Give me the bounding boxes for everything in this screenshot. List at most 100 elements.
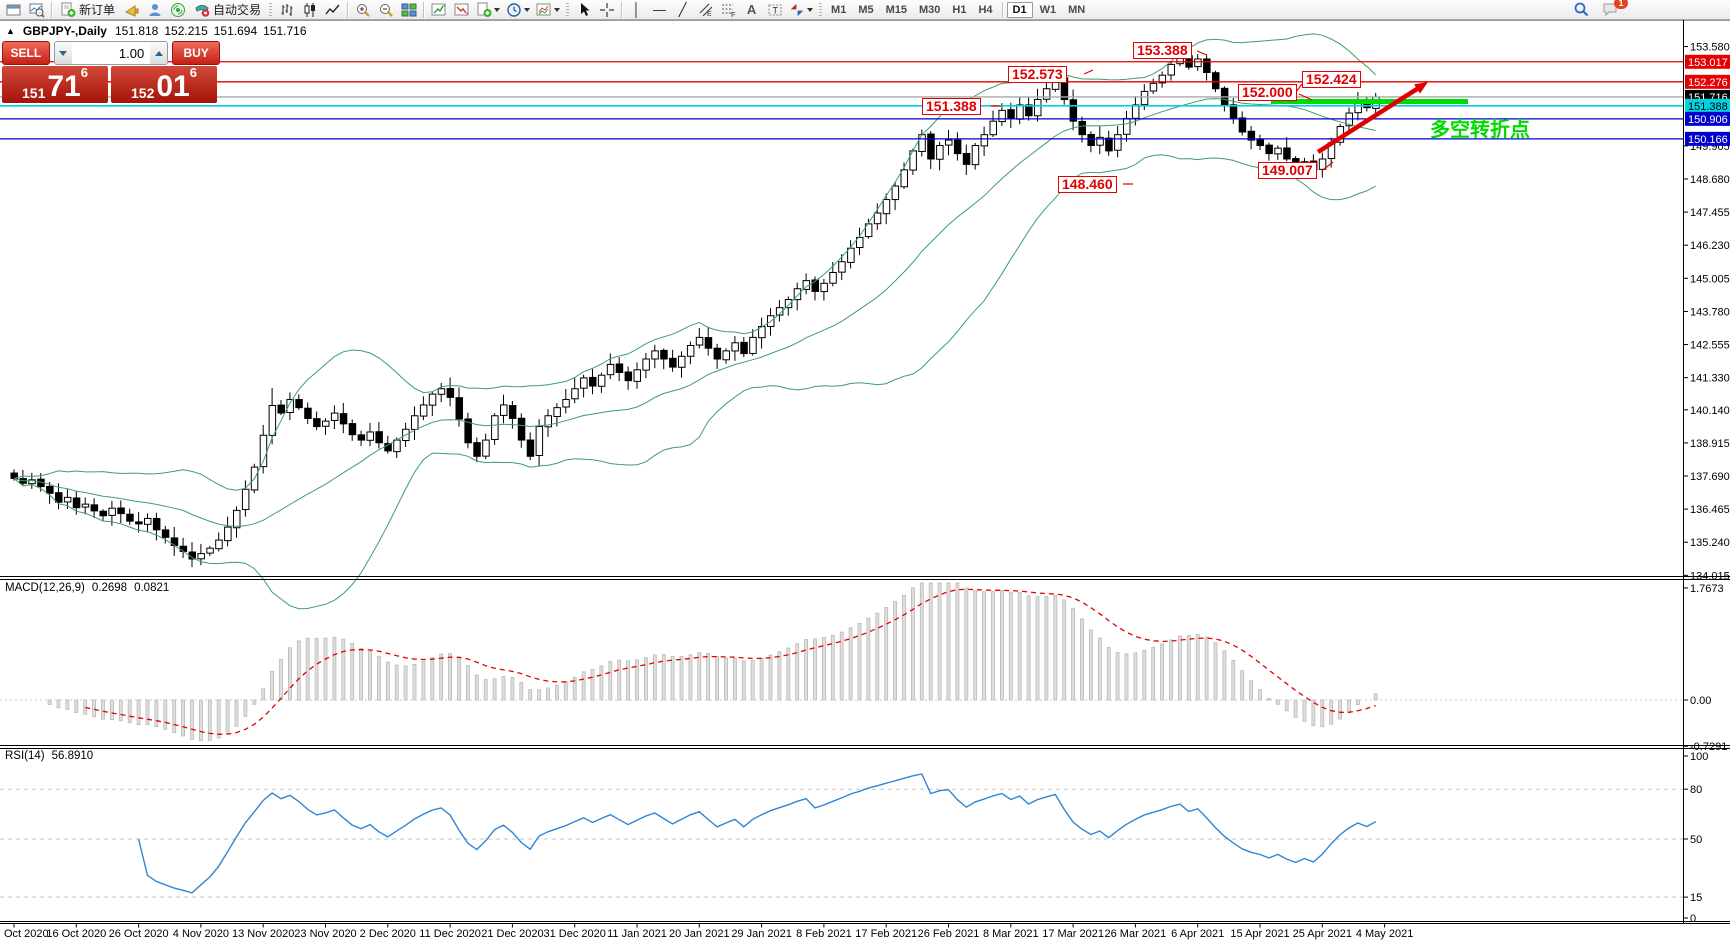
macd-histogram-bar xyxy=(750,659,755,701)
new-order-button[interactable]: 新订单 xyxy=(55,1,120,19)
symbol-info: ▲ GBPJPY-,Daily 151.818 152.215 151.694 … xyxy=(6,24,307,38)
price-callout[interactable]: 152.424 xyxy=(1302,71,1361,88)
price-callout[interactable]: 151.388 xyxy=(922,98,981,115)
candle xyxy=(1274,147,1282,155)
candle xyxy=(571,388,579,400)
profiles-button[interactable] xyxy=(25,1,48,19)
cursor-button[interactable] xyxy=(572,1,595,19)
price-callout[interactable]: 153.388 xyxy=(1133,42,1192,59)
candlestick-chart-button[interactable] xyxy=(298,1,321,19)
candle xyxy=(135,521,143,525)
trendline-icon: ╱ xyxy=(678,1,687,17)
date-label: 11 Jan 2021 xyxy=(607,928,667,940)
text-label-button[interactable]: T xyxy=(763,1,786,19)
candle xyxy=(856,236,864,249)
timeframe-M1-button[interactable]: M1 xyxy=(831,3,847,16)
sell-button[interactable]: SELL xyxy=(2,41,50,65)
date-label: 8 Feb 2021 xyxy=(796,928,852,940)
svg-text:F: F xyxy=(731,12,735,18)
macd-histogram-bar xyxy=(403,665,408,701)
toolbar-separator xyxy=(621,1,623,18)
indicators-button[interactable] xyxy=(427,1,450,19)
auto-trading-button[interactable]: 自动交易 xyxy=(189,1,266,19)
sell-price-tile[interactable]: 151 71 6 xyxy=(2,66,108,103)
zoom-out-button[interactable] xyxy=(374,1,397,19)
community-button[interactable] xyxy=(143,1,166,19)
price-callout[interactable]: 148.460 xyxy=(1058,176,1117,193)
buy-price-tile[interactable]: 152 01 6 xyxy=(111,66,217,103)
launcher-button[interactable] xyxy=(120,1,143,19)
candle xyxy=(108,507,116,516)
crosshair-button[interactable] xyxy=(595,1,618,19)
macd-histogram-bar xyxy=(1311,699,1316,727)
trendline-button[interactable]: ╱ xyxy=(671,1,694,19)
arrows-button[interactable] xyxy=(786,1,816,19)
objects-button[interactable] xyxy=(533,1,563,19)
macd-histogram-bar xyxy=(1293,699,1298,718)
bar-chart-button[interactable] xyxy=(275,1,298,19)
volume-input[interactable]: 1.00 xyxy=(118,45,145,61)
candle xyxy=(829,272,837,284)
timeframe-MN-button[interactable]: MN xyxy=(1068,3,1086,16)
vertical-line-button[interactable]: │ xyxy=(625,1,648,19)
volume-down-button[interactable] xyxy=(54,42,72,64)
add-indicator-button[interactable] xyxy=(473,1,503,19)
macd-histogram-bar xyxy=(1000,589,1004,701)
channel-button[interactable]: E xyxy=(694,1,717,19)
zoom-in-button[interactable] xyxy=(351,1,374,19)
timeframe-M5-button[interactable]: M5 xyxy=(858,3,874,16)
candle xyxy=(464,418,472,444)
timeframe-M30-button[interactable]: M30 xyxy=(919,3,941,16)
candle xyxy=(1318,158,1327,170)
signals-button[interactable] xyxy=(166,1,189,19)
volume-up-button[interactable] xyxy=(150,42,168,64)
line-chart-button[interactable] xyxy=(321,1,344,19)
timeframe-M15-button[interactable]: M15 xyxy=(885,3,907,16)
macd-histogram-bar xyxy=(804,639,808,701)
date-label: 16 Oct 2020 xyxy=(46,928,106,940)
new-chart-button[interactable] xyxy=(2,1,25,19)
horizontal-line-button[interactable]: — xyxy=(648,1,671,19)
zoom-out-icon xyxy=(379,3,393,17)
macd-histogram-bar xyxy=(439,653,444,701)
trend-arrow-head xyxy=(1414,82,1428,94)
macd-histogram-bar xyxy=(973,590,978,701)
macd-histogram-bar xyxy=(287,647,292,701)
candle xyxy=(998,109,1006,123)
candle xyxy=(669,357,677,368)
candle xyxy=(962,152,971,165)
buy-button[interactable]: BUY xyxy=(172,41,220,65)
support-zone-bar[interactable] xyxy=(1271,99,1468,104)
price-callout[interactable]: 152.573 xyxy=(1008,66,1067,83)
tile-windows-button[interactable] xyxy=(397,1,420,19)
chat-button[interactable]: 1 xyxy=(1599,0,1628,19)
timeframe-W1-button[interactable]: W1 xyxy=(1039,3,1057,16)
text-button[interactable]: A xyxy=(740,1,763,19)
timeframe-H4-button[interactable]: H4 xyxy=(978,3,993,16)
price-callout[interactable]: 152.000 xyxy=(1238,84,1297,101)
templates-button[interactable] xyxy=(450,1,473,19)
macd-histogram-bar xyxy=(1044,596,1049,701)
fibonacci-button[interactable]: F xyxy=(717,1,740,19)
candle xyxy=(651,350,659,360)
periods-button[interactable] xyxy=(503,1,533,19)
candle xyxy=(918,134,926,152)
price-callout[interactable]: 149.007 xyxy=(1258,162,1317,179)
symbol-collapse-icon[interactable]: ▲ xyxy=(6,26,15,36)
price-badge xyxy=(1685,98,1730,113)
macd-histogram-bar xyxy=(661,654,666,701)
candlestick-chart-icon xyxy=(304,2,315,17)
date-label: 13 Nov 2020 xyxy=(232,928,294,940)
candle xyxy=(90,504,99,512)
search-button[interactable] xyxy=(1570,1,1593,19)
timeframe-H1-button[interactable]: H1 xyxy=(952,3,967,16)
macd-histogram-bar xyxy=(323,637,328,701)
timeframe-D1-button[interactable]: D1 xyxy=(1006,1,1033,18)
date-label: 8 Mar 2021 xyxy=(983,928,1039,940)
candle xyxy=(197,553,205,560)
candle xyxy=(1016,104,1024,120)
date-label: 31 Dec 2020 xyxy=(544,928,606,940)
macd-name: MACD(12,26,9) xyxy=(5,582,85,594)
candle xyxy=(357,434,366,441)
